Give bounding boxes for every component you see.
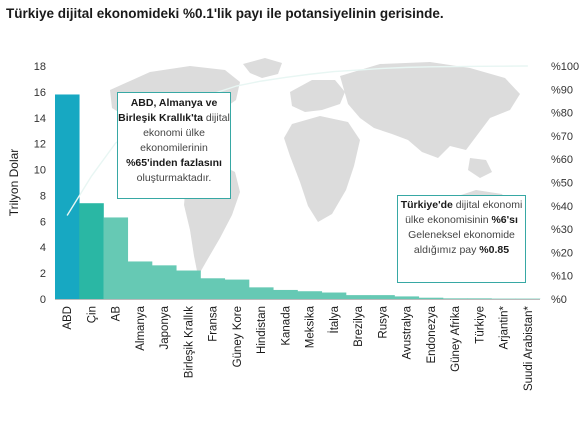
y-tick-label: 16 xyxy=(34,87,46,99)
page-title: Türkiye dijital ekonomideki %0.1'lik pay… xyxy=(6,6,444,21)
bar-14 xyxy=(394,296,420,299)
annotation-right-text1: dijital ekonomi ülke ekonomisinin xyxy=(405,199,523,226)
x-tick-label: Meksika xyxy=(305,305,317,348)
x-tick-label: Türkiye xyxy=(474,306,486,344)
y2-tick-label: %50 xyxy=(551,178,573,190)
y-tick-label: 10 xyxy=(34,165,46,177)
annotation-right-bold3: %0.85 xyxy=(479,244,510,256)
x-tick-label: AB xyxy=(111,306,123,322)
x-tick-label: Güney Kore xyxy=(232,306,244,367)
y2-tick-label: %40 xyxy=(551,201,573,213)
y-tick-label: 14 xyxy=(34,113,46,125)
y2-tick-label: %100 xyxy=(551,61,579,73)
bar-16 xyxy=(443,298,468,299)
annotation-left-bold1: ABD, Almanya ve Birleşik Krallık'ta xyxy=(118,97,218,124)
y-tick-label: 12 xyxy=(34,139,46,151)
bar-11 xyxy=(321,292,347,299)
annotation-right: Türkiye'de dijital ekonomi ülke ekonomis… xyxy=(397,195,526,283)
y-tick-label: 2 xyxy=(40,268,46,280)
bar-13 xyxy=(370,295,395,299)
x-tick-label: Arjantin* xyxy=(499,305,511,349)
bar-5 xyxy=(176,270,201,299)
y2-tick-label: %10 xyxy=(551,271,573,283)
y-tick-label: 4 xyxy=(40,242,46,254)
bar-15 xyxy=(418,297,444,299)
y2-tick-label: %30 xyxy=(551,224,573,236)
bar-2 xyxy=(103,217,129,299)
x-tick-label: Almanya xyxy=(135,305,147,350)
y-axis-label: Trilyon Dolar xyxy=(7,149,21,217)
x-tick-label: Endonezya xyxy=(426,305,438,363)
y2-tick-label: %60 xyxy=(551,154,573,166)
y2-tick-label: %90 xyxy=(551,84,573,96)
bar-12 xyxy=(346,295,371,299)
bar-17 xyxy=(467,298,492,299)
y-tick-label: 6 xyxy=(40,216,46,228)
annotation-left: ABD, Almanya ve Birleşik Krallık'ta diji… xyxy=(117,92,231,199)
x-tick-label: Birleşik Krallık xyxy=(183,306,195,378)
y2-tick-label: %80 xyxy=(551,108,573,120)
bar-10 xyxy=(297,291,323,299)
annotation-left-text1: dijital ekonomi ülke ekonomilerinin xyxy=(140,112,230,154)
x-tick-label: Suudi Arabistan* xyxy=(523,305,535,391)
bar-0 xyxy=(55,94,80,299)
x-tick-label: Avustralya xyxy=(402,305,414,359)
bar-1 xyxy=(79,203,104,299)
x-tick-label: Rusya xyxy=(377,305,389,338)
annotation-right-bold1: Türkiye'de xyxy=(400,199,453,211)
y2-tick-label: %0 xyxy=(551,294,567,306)
x-tick-label: Fransa xyxy=(208,305,220,341)
annotation-left-text2: oluşturmaktadır. xyxy=(136,172,212,184)
x-tick-label: Japonya xyxy=(159,305,171,349)
x-tick-label: Brezilya xyxy=(353,305,365,347)
x-tick-label: ABD xyxy=(62,306,74,330)
annotation-right-text2: Geleneksel ekonomide aldığımız pay xyxy=(408,229,515,256)
annotation-right-bold2: %6'sı xyxy=(491,214,518,226)
bar-6 xyxy=(200,278,226,299)
bar-4 xyxy=(152,265,177,299)
y-tick-label: 18 xyxy=(34,61,46,73)
bar-7 xyxy=(224,279,250,299)
x-tick-label: Çin xyxy=(86,306,98,323)
annotation-left-bold2: %65'inden fazlasını xyxy=(126,157,222,169)
bar-9 xyxy=(273,289,298,299)
y-tick-label: 8 xyxy=(40,190,46,202)
bar-8 xyxy=(249,287,274,299)
y-tick-label: 0 xyxy=(40,294,46,306)
y2-tick-label: %20 xyxy=(551,247,573,259)
x-tick-label: Hindistan xyxy=(256,306,268,354)
bar-3 xyxy=(127,261,153,299)
x-tick-label: İtalya xyxy=(328,305,341,333)
x-tick-label: Güney Afrika xyxy=(450,305,462,371)
y2-tick-label: %70 xyxy=(551,131,573,143)
x-tick-label: Kanada xyxy=(280,305,292,345)
